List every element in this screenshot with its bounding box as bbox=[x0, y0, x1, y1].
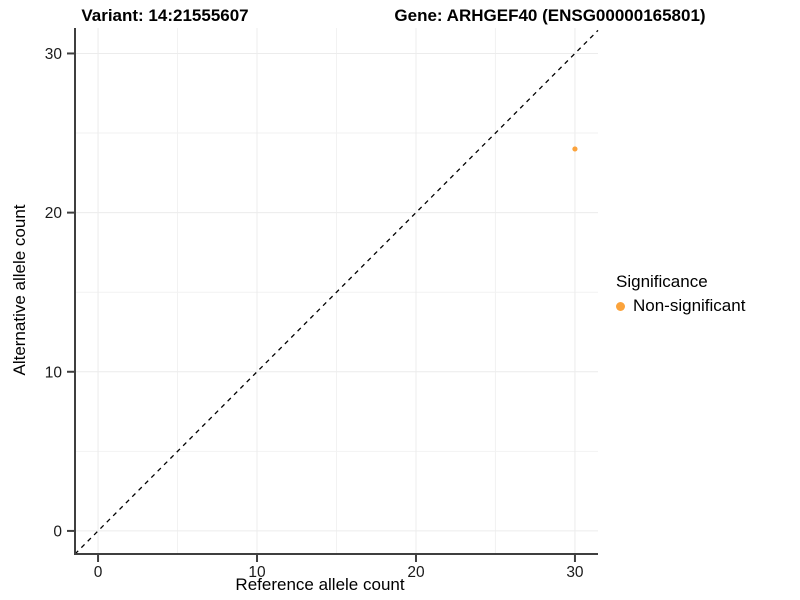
legend-title: Significance bbox=[616, 272, 708, 291]
data-point bbox=[572, 146, 578, 152]
y-tick-label: 30 bbox=[45, 46, 63, 63]
y-axis-title: Alternative allele count bbox=[10, 204, 29, 376]
legend-entry: Non-significant bbox=[616, 296, 745, 316]
gene-title: Gene: ARHGEF40 (ENSG00000165801) bbox=[394, 6, 706, 25]
identity-dashed-line bbox=[74, 29, 599, 555]
x-axis-title: Reference allele count bbox=[235, 575, 405, 594]
y-tick-label: 20 bbox=[45, 205, 63, 222]
legend-entry-label: Non-significant bbox=[633, 296, 746, 315]
legend: Significance Non-significant bbox=[616, 272, 745, 316]
x-tick-label: 20 bbox=[407, 564, 425, 581]
variant-title: Variant: 14:21555607 bbox=[81, 6, 249, 25]
x-tick-label: 10 bbox=[248, 564, 266, 581]
x-tick-label: 30 bbox=[566, 564, 584, 581]
legend-point-icon bbox=[616, 301, 625, 311]
y-tick-label: 0 bbox=[53, 523, 62, 540]
y-tick-label: 10 bbox=[45, 364, 63, 381]
x-tick-label: 0 bbox=[94, 564, 103, 581]
